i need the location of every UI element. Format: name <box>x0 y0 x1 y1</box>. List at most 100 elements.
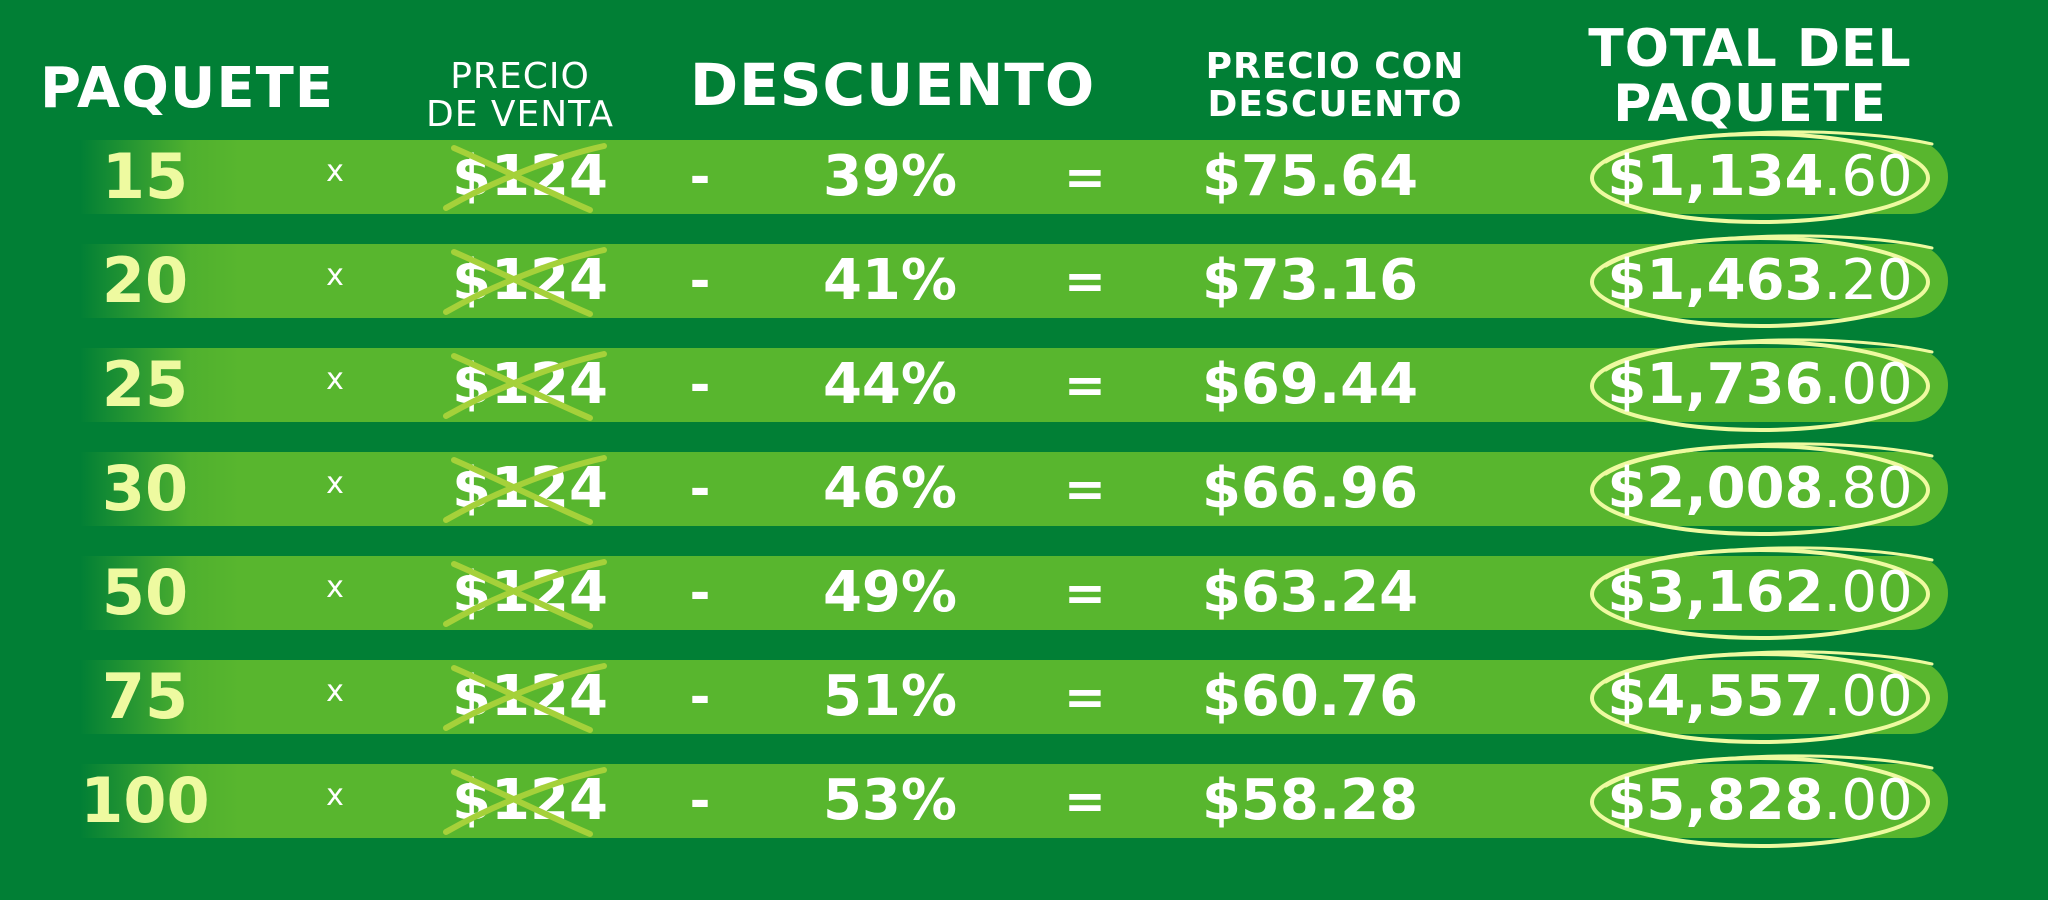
total-cents: .20 <box>1823 248 1913 313</box>
cross-out-icon <box>443 143 607 213</box>
row-bar <box>80 140 1948 214</box>
table-row: 100 x $124 - 53% = $58.28 $5,828.00 <box>0 754 2048 848</box>
header-precio-line2: DE VENTA <box>425 93 615 135</box>
table-row: 20 x $124 - 41% = $73.16 $1,463.20 <box>0 234 2048 328</box>
total-main: $1,134 <box>1607 144 1824 209</box>
total-cents: .00 <box>1823 560 1913 625</box>
sale-price: $124 <box>452 664 608 729</box>
discount-percent: 51% <box>822 664 958 729</box>
discounted-price: $66.96 <box>1201 456 1419 521</box>
discounted-price: $69.44 <box>1201 352 1419 417</box>
highlight-circle-icon <box>1590 546 1934 640</box>
row-bar <box>80 660 1948 734</box>
header-total-paquete: TOTAL DEL PAQUETE <box>1580 22 1920 131</box>
header-descuento: DESCUENTO <box>690 51 1096 119</box>
highlight-circle-icon <box>1590 130 1934 224</box>
package-total: $1,463.20 <box>1590 244 1930 318</box>
header-precio-line1: PRECIO <box>450 56 590 97</box>
total-main: $1,736 <box>1607 352 1824 417</box>
package-total: $3,162.00 <box>1590 556 1930 630</box>
highlight-circle-icon <box>1590 234 1934 328</box>
times-sign: x <box>326 674 344 709</box>
table-row: 30 x $124 - 46% = $66.96 $2,008.80 <box>0 442 2048 536</box>
package-qty: 75 <box>101 660 189 733</box>
row-bar <box>80 764 1948 838</box>
total-main: $3,162 <box>1607 560 1824 625</box>
equals-sign: = <box>1064 356 1106 414</box>
package-total: $4,557.00 <box>1590 660 1930 734</box>
package-qty: 30 <box>101 452 189 525</box>
minus-sign: - <box>689 772 711 830</box>
highlight-circle-icon <box>1590 338 1934 432</box>
total-cents: .00 <box>1823 664 1913 729</box>
package-total: $5,828.00 <box>1590 764 1930 838</box>
sale-price: $124 <box>452 352 608 417</box>
row-bar <box>80 556 1948 630</box>
cross-out-icon <box>443 663 607 733</box>
total-cents: .00 <box>1823 352 1913 417</box>
cross-out-icon <box>443 559 607 629</box>
package-qty: 20 <box>101 244 189 317</box>
discount-percent: 39% <box>822 144 958 209</box>
row-bar <box>80 452 1948 526</box>
package-qty: 15 <box>101 140 189 213</box>
header-paquete-label: PAQUETE <box>40 56 335 121</box>
sale-price: $124 <box>452 768 608 833</box>
times-sign: x <box>326 362 344 397</box>
sale-price: $124 <box>452 144 608 209</box>
highlight-circle-icon <box>1590 650 1934 744</box>
header-pcd-line2: DESCUENTO <box>1207 83 1463 125</box>
discount-percent: 46% <box>822 456 958 521</box>
header-pcd-line1: PRECIO CON <box>1205 46 1465 87</box>
total-main: $5,828 <box>1607 768 1824 833</box>
row-bar <box>80 348 1948 422</box>
equals-sign: = <box>1064 668 1106 726</box>
discounted-price: $75.64 <box>1201 144 1419 209</box>
minus-sign: - <box>689 252 711 310</box>
times-sign: x <box>326 778 344 813</box>
equals-sign: = <box>1064 252 1106 310</box>
table-row: 75 x $124 - 51% = $60.76 $4,557.00 <box>0 650 2048 744</box>
sale-price: $124 <box>452 248 608 313</box>
equals-sign: = <box>1064 460 1106 518</box>
minus-sign: - <box>689 356 711 414</box>
times-sign: x <box>326 258 344 293</box>
discounted-price: $73.16 <box>1201 248 1419 313</box>
cross-out-icon <box>443 767 607 837</box>
package-qty: 50 <box>101 556 189 629</box>
header-precio-con-descuento: PRECIO CON DESCUENTO <box>1180 48 1490 124</box>
sale-price: $124 <box>452 456 608 521</box>
package-total: $1,736.00 <box>1590 348 1930 422</box>
table-row: 25 x $124 - 44% = $69.44 $1,736.00 <box>0 338 2048 432</box>
row-bar <box>80 244 1948 318</box>
minus-sign: - <box>689 564 711 622</box>
minus-sign: - <box>689 668 711 726</box>
highlight-circle-icon <box>1590 754 1934 848</box>
minus-sign: - <box>689 460 711 518</box>
discount-percent: 41% <box>822 248 958 313</box>
header-paquete: PAQUETE <box>40 56 335 121</box>
discounted-price: $63.24 <box>1201 560 1419 625</box>
equals-sign: = <box>1064 564 1106 622</box>
header-precio-venta: PRECIO DE VENTA <box>410 58 630 134</box>
discounted-price: $60.76 <box>1201 664 1419 729</box>
package-total: $1,134.60 <box>1590 140 1930 214</box>
header-total-line1: TOTAL DEL <box>1588 19 1912 79</box>
equals-sign: = <box>1064 148 1106 206</box>
table-row: 50 x $124 - 49% = $63.24 $3,162.00 <box>0 546 2048 640</box>
package-qty: 25 <box>101 348 189 421</box>
header-total-line2: PAQUETE <box>1613 73 1887 134</box>
discount-percent: 49% <box>822 560 958 625</box>
sale-price: $124 <box>452 560 608 625</box>
discount-percent: 53% <box>822 768 958 833</box>
total-cents: .00 <box>1823 768 1913 833</box>
discounted-price: $58.28 <box>1201 768 1419 833</box>
header-descuento-label: DESCUENTO <box>690 51 1096 119</box>
cross-out-icon <box>443 247 607 317</box>
highlight-circle-icon <box>1590 442 1934 536</box>
equals-sign: = <box>1064 772 1106 830</box>
cross-out-icon <box>443 351 607 421</box>
times-sign: x <box>326 570 344 605</box>
package-total: $2,008.80 <box>1590 452 1930 526</box>
times-sign: x <box>326 154 344 189</box>
